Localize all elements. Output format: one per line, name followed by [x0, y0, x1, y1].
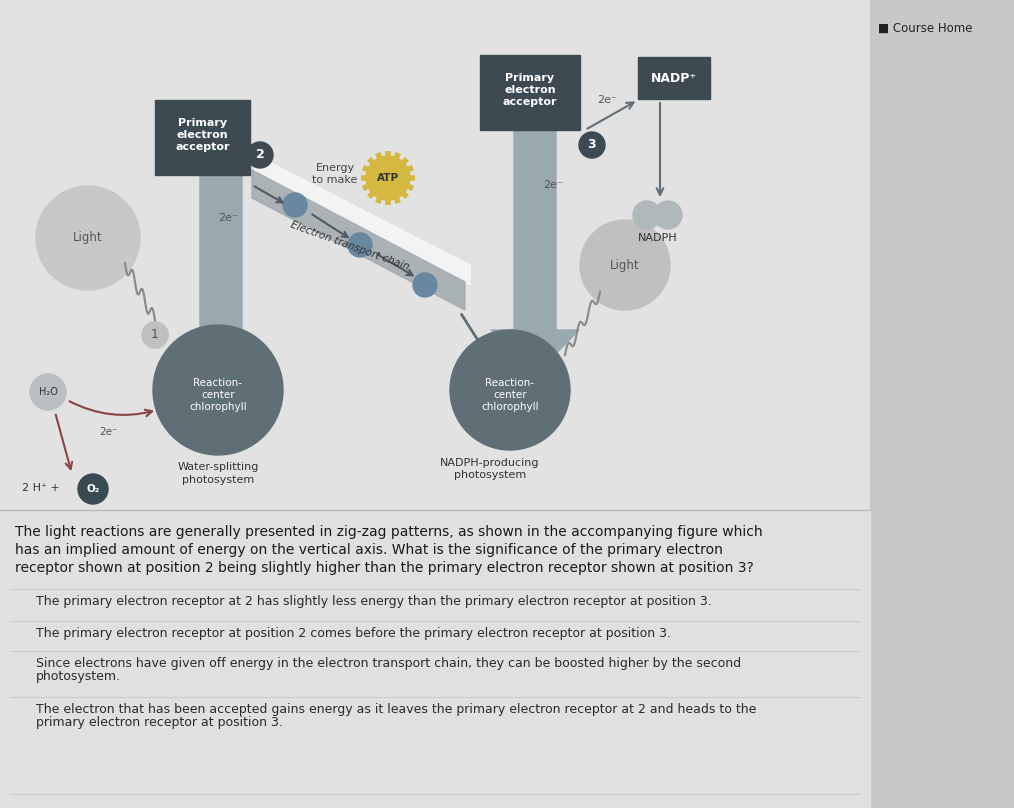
Text: center: center — [493, 390, 527, 400]
Text: primary electron receptor at position 3.: primary electron receptor at position 3. — [37, 716, 283, 729]
Circle shape — [654, 201, 682, 229]
Circle shape — [579, 132, 605, 158]
Polygon shape — [255, 155, 470, 285]
Text: chlorophyll: chlorophyll — [190, 402, 246, 412]
Text: The primary electron receptor at 2 has slightly less energy than the primary ele: The primary electron receptor at 2 has s… — [37, 595, 712, 608]
Text: 3: 3 — [588, 138, 596, 152]
Text: Since electrons have given off energy in the electron transport chain, they can : Since electrons have given off energy in… — [37, 657, 741, 670]
Text: photosystem: photosystem — [454, 470, 526, 480]
Circle shape — [283, 193, 307, 217]
Text: 2e⁻: 2e⁻ — [544, 180, 563, 190]
Text: The electron that has been accepted gains energy as it leaves the primary electr: The electron that has been accepted gain… — [37, 703, 756, 716]
Text: center: center — [201, 390, 235, 400]
Text: electron: electron — [504, 85, 556, 95]
Text: 2e⁻: 2e⁻ — [597, 95, 617, 105]
Text: Primary: Primary — [505, 73, 555, 83]
Text: 2 H⁺ +: 2 H⁺ + — [22, 483, 60, 493]
Text: 2e⁻: 2e⁻ — [98, 427, 118, 437]
Polygon shape — [491, 130, 579, 375]
Circle shape — [247, 142, 273, 168]
Text: to make: to make — [312, 175, 358, 185]
Text: chlorophyll: chlorophyll — [482, 402, 538, 412]
Bar — [638, 57, 710, 99]
Text: receptor shown at position 2 being slightly higher than the primary electron rec: receptor shown at position 2 being sligh… — [15, 561, 753, 575]
Circle shape — [366, 156, 410, 200]
Circle shape — [153, 325, 283, 455]
Text: NADPH: NADPH — [638, 233, 677, 243]
Circle shape — [78, 474, 108, 504]
Polygon shape — [252, 170, 465, 310]
Text: Light: Light — [73, 232, 102, 245]
Text: 2e⁻: 2e⁻ — [218, 213, 238, 223]
Polygon shape — [177, 175, 265, 390]
Text: Energy: Energy — [315, 163, 355, 173]
Text: ATP: ATP — [377, 173, 400, 183]
Bar — [0, 510, 870, 808]
Text: Light: Light — [610, 259, 640, 271]
Text: Electron transport chain: Electron transport chain — [289, 220, 411, 272]
Text: photosystem: photosystem — [182, 475, 255, 485]
Circle shape — [37, 186, 140, 290]
Text: acceptor: acceptor — [503, 97, 558, 107]
Text: acceptor: acceptor — [175, 142, 230, 152]
Bar — [870, 0, 1014, 808]
Text: Water-splitting: Water-splitting — [177, 462, 259, 472]
Circle shape — [142, 322, 168, 348]
Text: Reaction-: Reaction- — [194, 378, 242, 388]
Circle shape — [30, 374, 66, 410]
Text: 1: 1 — [151, 329, 159, 342]
Text: has an implied amount of energy on the vertical axis. What is the significance o: has an implied amount of energy on the v… — [15, 543, 723, 557]
Circle shape — [413, 273, 437, 297]
Bar — [0, 0, 870, 510]
Text: Reaction-: Reaction- — [486, 378, 534, 388]
Circle shape — [633, 201, 661, 229]
Bar — [155, 100, 250, 175]
Text: H₂O: H₂O — [39, 387, 58, 397]
Text: NADPH-producing: NADPH-producing — [440, 458, 539, 468]
Text: electron: electron — [176, 130, 228, 140]
Bar — [480, 55, 580, 130]
Text: 2: 2 — [256, 149, 265, 162]
Circle shape — [580, 220, 670, 310]
Text: NADP⁺: NADP⁺ — [651, 71, 697, 85]
Text: The primary electron receptor at position 2 comes before the primary electron re: The primary electron receptor at positio… — [37, 627, 671, 640]
Text: Primary: Primary — [177, 118, 227, 128]
Text: The light reactions are generally presented in zig-zag patterns, as shown in the: The light reactions are generally presen… — [15, 525, 763, 539]
Circle shape — [450, 330, 570, 450]
Circle shape — [348, 233, 372, 257]
Text: O₂: O₂ — [86, 484, 99, 494]
Text: ■ Course Home: ■ Course Home — [878, 22, 972, 35]
Text: photosystem.: photosystem. — [37, 670, 121, 683]
